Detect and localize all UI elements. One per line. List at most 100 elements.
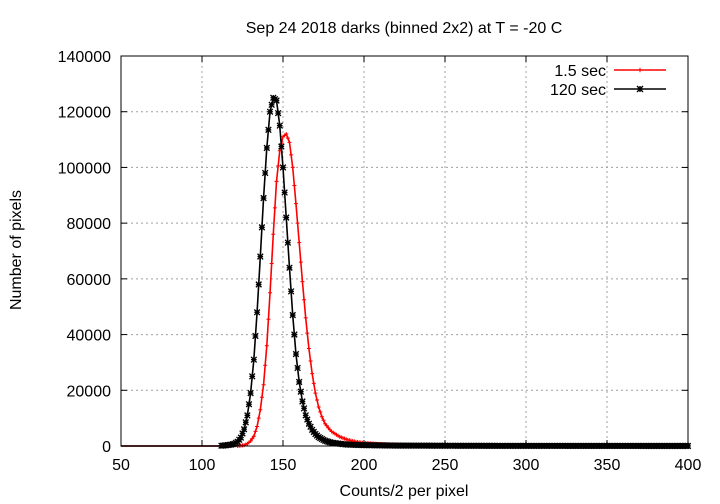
data-point xyxy=(260,194,267,202)
data-point xyxy=(239,430,246,437)
data-point xyxy=(284,239,292,246)
x-tick-label: 100 xyxy=(189,457,216,474)
data-point xyxy=(253,309,261,316)
data-point xyxy=(266,317,271,322)
y-axis-label: Number of pixels xyxy=(8,190,25,310)
y-tick-label: 120000 xyxy=(58,105,111,122)
data-point xyxy=(306,346,311,351)
data-point xyxy=(250,356,258,363)
data-point xyxy=(248,438,253,443)
data-point xyxy=(244,412,251,419)
x-tick-label: 50 xyxy=(112,457,130,474)
data-point xyxy=(319,414,324,419)
data-point xyxy=(298,260,303,265)
data-point xyxy=(276,122,284,129)
data-point xyxy=(300,405,308,412)
legend-label: 120 sec xyxy=(550,82,606,99)
data-point xyxy=(237,434,245,441)
x-tick-label: 300 xyxy=(513,457,540,474)
data-point xyxy=(293,201,298,206)
data-point xyxy=(308,359,313,364)
data-point xyxy=(250,436,255,441)
data-point xyxy=(248,373,256,380)
data-point xyxy=(272,205,277,210)
data-point xyxy=(323,421,328,426)
data-point xyxy=(245,400,253,408)
data-point xyxy=(264,343,269,348)
data-point xyxy=(284,132,289,136)
plot-area xyxy=(121,94,692,450)
y-tick-label: 20000 xyxy=(67,383,112,400)
x-tick-label: 150 xyxy=(270,457,297,474)
series-line xyxy=(121,132,688,447)
data-point xyxy=(256,416,261,421)
data-point xyxy=(313,391,318,396)
data-point xyxy=(282,214,290,221)
data-point xyxy=(294,364,301,372)
x-tick-label: 250 xyxy=(432,457,459,474)
data-point xyxy=(285,136,290,141)
data-point xyxy=(315,398,320,403)
data-point xyxy=(302,297,307,302)
data-point xyxy=(258,224,266,231)
y-tick-label: 0 xyxy=(102,439,111,456)
data-point xyxy=(266,108,274,115)
data-point xyxy=(297,388,305,395)
data-point xyxy=(269,261,274,266)
data-point xyxy=(255,424,260,429)
data-point xyxy=(311,381,316,386)
data-point xyxy=(303,315,308,320)
legend-marker xyxy=(636,85,644,93)
data-point xyxy=(281,189,288,196)
data-point xyxy=(257,253,264,260)
data-point xyxy=(295,378,303,386)
data-point xyxy=(316,405,321,409)
data-point xyxy=(251,434,256,439)
y-tick-label: 140000 xyxy=(58,49,111,66)
data-point xyxy=(307,423,314,431)
data-point xyxy=(295,221,300,226)
y-tick-label: 40000 xyxy=(67,328,112,345)
data-point xyxy=(318,409,323,414)
data-point xyxy=(265,126,272,134)
data-point xyxy=(268,290,273,295)
data-point xyxy=(263,144,271,152)
data-point xyxy=(263,363,268,368)
data-point xyxy=(292,350,300,358)
data-point xyxy=(278,143,285,150)
data-point xyxy=(324,423,329,428)
data-point xyxy=(276,164,281,169)
data-point xyxy=(290,165,295,170)
y-tick-label: 80000 xyxy=(67,216,112,233)
x-tick-label: 350 xyxy=(594,457,621,474)
grid xyxy=(121,56,688,446)
data-point xyxy=(305,420,313,427)
data-point xyxy=(299,398,306,405)
data-point xyxy=(310,371,315,376)
data-point xyxy=(279,164,287,171)
data-point xyxy=(287,288,295,295)
data-point xyxy=(247,389,254,397)
series-line xyxy=(121,96,688,447)
data-point xyxy=(274,109,282,117)
data-point xyxy=(304,416,311,423)
data-point xyxy=(289,152,294,157)
data-point xyxy=(300,279,305,284)
data-point xyxy=(261,382,266,387)
x-tick-label: 400 xyxy=(675,457,702,474)
y-tick-label: 100000 xyxy=(58,160,111,177)
data-point xyxy=(271,232,276,237)
data-point xyxy=(297,240,302,245)
chart-title: Sep 24 2018 darks (binned 2x2) at T = -2… xyxy=(246,20,563,37)
series-1 xyxy=(121,132,690,448)
legend: 1.5 sec 120 sec xyxy=(550,63,666,99)
y-tick-label: 60000 xyxy=(67,272,112,289)
data-point xyxy=(255,281,262,288)
data-point xyxy=(261,169,269,177)
plot-frame xyxy=(120,55,689,447)
axes: 50 100 150 200 250 300 350 400 0 20000 40000 60000 8… xyxy=(58,49,702,474)
data-point xyxy=(302,412,309,419)
data-point xyxy=(258,407,263,412)
data-point xyxy=(305,331,310,336)
